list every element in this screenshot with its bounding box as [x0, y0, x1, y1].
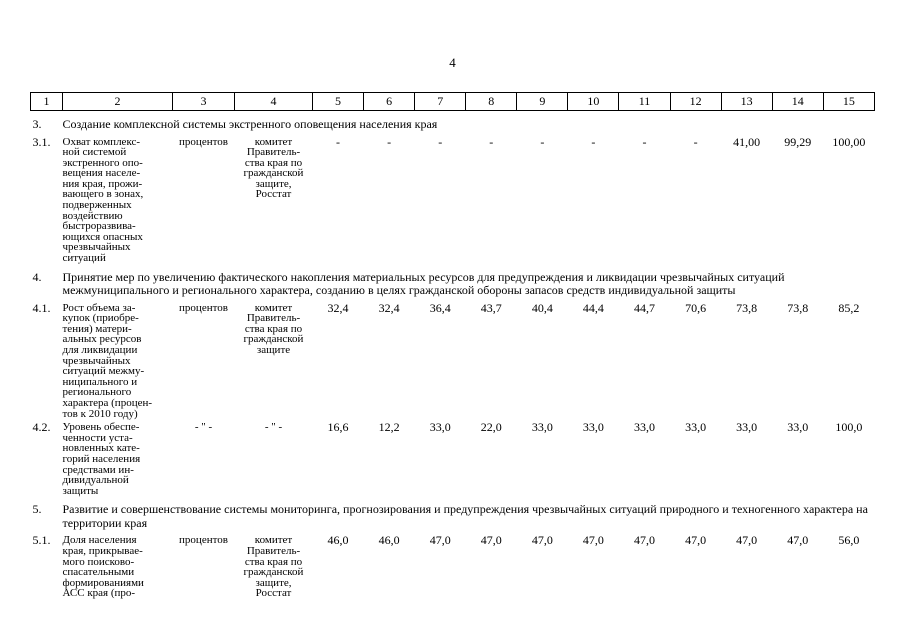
- indicator-number: 4.2.: [32, 420, 51, 435]
- section-number: 3.: [32, 117, 42, 131]
- page-number: 4: [449, 55, 456, 70]
- indicator-value: 100,00: [832, 134, 866, 149]
- indicator-value: 46,0: [327, 533, 349, 548]
- indicator-name: Рост объема за- купок (приобре- тения) м…: [62, 301, 153, 420]
- indicator-responsible: комитет Правитель- ства края по гражданс…: [243, 534, 304, 600]
- indicator-value: 33,0: [429, 420, 451, 435]
- table-body: 3. Создание комплексной системы экстренно…: [31, 111, 875, 599]
- indicator-value: 70,6: [685, 300, 707, 315]
- indicator-value: 47,0: [582, 533, 604, 548]
- indicator-row: 4.1. Рост объема за- купок (приобре- тени…: [31, 300, 875, 420]
- section-row: 5. Развитие и совершенствование системы м…: [31, 496, 875, 532]
- column-number: 10: [567, 92, 620, 111]
- indicator-value: 43,7: [480, 300, 502, 315]
- indicator-value: 56,0: [838, 533, 860, 548]
- indicator-responsible: - " -: [264, 421, 283, 434]
- indicator-value: 40,4: [531, 300, 553, 315]
- indicator-value: 33,0: [736, 420, 758, 435]
- indicator-value: 44,7: [634, 300, 655, 315]
- indicator-unit: - " -: [194, 421, 213, 434]
- indicator-value: 33,0: [685, 420, 707, 435]
- indicator-number: 4.1.: [32, 300, 51, 315]
- indicator-value: 36,4: [429, 300, 451, 315]
- indicator-value: 47,0: [685, 533, 707, 548]
- indicator-value: 44,4: [582, 300, 604, 315]
- column-number: 11: [618, 92, 671, 111]
- section-row: 3. Создание комплексной системы экстренно…: [31, 111, 875, 134]
- indicator-name: Охват комплекс- ной системой экстренного…: [62, 135, 144, 265]
- indicator-value: 32,4: [327, 300, 349, 315]
- indicator-responsible: комитет Правитель- ства края по гражданс…: [243, 135, 304, 201]
- indicator-unit: процентов: [179, 534, 228, 547]
- indicator-value: -: [438, 134, 443, 149]
- indicators-table: 1 2 3 4 5 6 7 8 9 10 11 12 13 14 15 3. Создание комплек…: [30, 92, 876, 599]
- indicator-value: 33,0: [787, 420, 809, 435]
- column-number: 14: [771, 92, 824, 111]
- indicator-number: 5.1.: [32, 533, 51, 548]
- column-number: 3: [172, 92, 235, 111]
- section-number: 4.: [32, 269, 42, 284]
- column-number: 2: [62, 92, 173, 111]
- column-number: 6: [363, 92, 416, 111]
- column-number: 5: [311, 92, 365, 111]
- indicator-unit: процентов: [179, 301, 228, 314]
- indicator-value: 47,0: [429, 533, 451, 548]
- column-number: 8: [465, 92, 518, 111]
- indicator-value: 33,0: [531, 420, 553, 435]
- indicator-row: 5.1. Доля населения края, прикрывае- мого…: [31, 532, 875, 599]
- indicator-value: 22,0: [480, 420, 502, 435]
- indicator-name: Уровень обеспе- ченности уста- новленных…: [62, 421, 141, 497]
- indicator-value: 47,0: [787, 533, 809, 548]
- indicator-value: 85,2: [838, 300, 860, 315]
- indicator-value: 41,00: [733, 134, 761, 149]
- indicator-row: 3.1. Охват комплекс- ной системой экстрен…: [31, 134, 875, 264]
- indicator-value: 33,0: [582, 420, 604, 435]
- indicator-value: 32,4: [378, 300, 400, 315]
- indicator-value: -: [540, 134, 545, 149]
- section-title: Принятие мер по увеличению фактического …: [62, 269, 785, 298]
- table-header: 1 2 3 4 5 6 7 8 9 10 11 12 13 14 15: [30, 92, 876, 111]
- column-number: 12: [669, 92, 722, 111]
- indicator-value: -: [336, 134, 341, 149]
- indicator-value: 47,0: [736, 533, 758, 548]
- indicator-value: 16,6: [327, 420, 349, 435]
- indicator-value: 100,0: [835, 420, 863, 435]
- indicator-value: 12,2: [378, 420, 400, 435]
- section-row: 4. Принятие мер по увеличению фактическог…: [31, 264, 875, 300]
- indicator-name: Доля населения края, прикрывае- мого пои…: [62, 534, 144, 600]
- indicator-value: -: [387, 134, 392, 149]
- column-number: 1: [30, 92, 63, 111]
- indicator-value: -: [591, 134, 596, 149]
- indicator-value: 99,29: [784, 134, 812, 149]
- column-number: 15: [822, 92, 876, 111]
- indicator-value: 47,0: [531, 533, 553, 548]
- indicator-value: 47,0: [634, 533, 655, 548]
- column-number: 7: [414, 92, 467, 111]
- indicator-value: 47,0: [480, 533, 502, 548]
- indicator-unit: процентов: [179, 135, 228, 148]
- indicator-value: -: [489, 134, 494, 149]
- indicator-row: 4.2. Уровень обеспе- ченности уста- новле…: [31, 419, 875, 496]
- indicator-value: 33,0: [634, 420, 655, 435]
- indicator-value: 73,8: [736, 300, 758, 315]
- section-title: Развитие и совершенствование системы мон…: [62, 502, 868, 530]
- indicator-value: -: [693, 134, 698, 149]
- column-number: 9: [516, 92, 569, 111]
- indicator-value: 46,0: [378, 533, 400, 548]
- indicator-value: 73,8: [787, 300, 809, 315]
- indicator-responsible: комитет Правитель- ства края по гражданс…: [243, 301, 304, 356]
- section-title: Создание комплексной системы экстренного…: [62, 117, 438, 131]
- indicator-value: -: [642, 134, 647, 149]
- column-numbers-row: 1 2 3 4 5 6 7 8 9 10 11 12 13 14 15: [30, 92, 876, 111]
- indicator-number: 3.1.: [32, 134, 51, 149]
- column-number: 4: [234, 92, 313, 111]
- column-number: 13: [720, 92, 773, 111]
- section-number: 5.: [32, 502, 42, 517]
